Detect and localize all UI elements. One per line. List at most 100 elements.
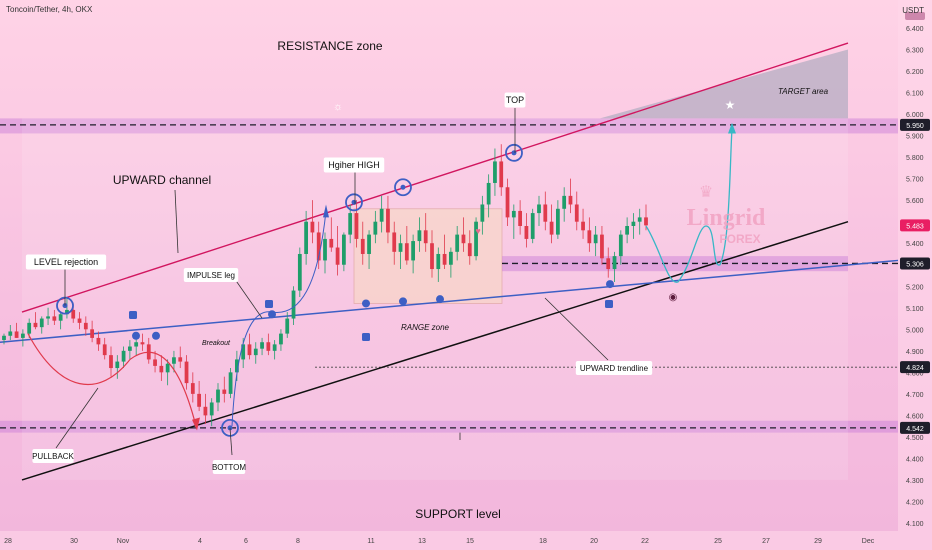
y-tick-label: 6.400 xyxy=(906,26,924,33)
top-label-box xyxy=(504,92,526,108)
candle-body xyxy=(562,195,567,209)
candle-body xyxy=(8,331,13,336)
candle-body xyxy=(241,344,246,360)
candle-body xyxy=(568,195,573,205)
axis-setting-icon xyxy=(905,12,925,20)
resistance-zone-label: RESISTANCE zone xyxy=(277,39,382,53)
candle-body xyxy=(203,406,208,416)
x-tick-label: 22 xyxy=(641,538,649,545)
signal-marker xyxy=(362,333,370,341)
candle-body xyxy=(71,309,76,319)
candle-body xyxy=(499,161,504,188)
price-badge-label: 4.824 xyxy=(906,365,924,372)
y-tick-label: 4.100 xyxy=(906,521,924,528)
candle-body xyxy=(65,309,69,315)
candle-body xyxy=(618,234,623,257)
trendline-dot xyxy=(606,280,614,289)
candle-body xyxy=(543,204,548,222)
price-badge-label: 5.950 xyxy=(906,123,924,130)
candle-body xyxy=(115,361,120,369)
support-zone-band xyxy=(0,420,898,433)
y-tick-label: 4.700 xyxy=(906,392,924,399)
upward-trendline xyxy=(0,259,899,343)
brand-watermark: Lingrid xyxy=(687,205,766,231)
candle-body xyxy=(90,329,95,338)
price-badge-label: 4.542 xyxy=(906,426,924,433)
candle-body xyxy=(360,238,365,254)
y-tick-label: 5.200 xyxy=(906,284,924,291)
signal-marker xyxy=(129,311,137,319)
y-tick-label: 5.900 xyxy=(906,134,924,141)
time-axis-panel xyxy=(0,531,898,550)
leader-line xyxy=(55,387,99,449)
candle-body xyxy=(404,243,409,261)
y-tick-label: 4.900 xyxy=(906,349,924,356)
projection-arrowhead xyxy=(728,122,736,134)
candle-body xyxy=(486,182,491,205)
candle-body xyxy=(46,316,50,319)
candle-body xyxy=(505,187,510,218)
candle-body xyxy=(33,322,38,328)
candle-body xyxy=(625,226,630,235)
candle-body xyxy=(442,253,447,265)
candle-body xyxy=(39,318,44,328)
candle-body xyxy=(27,322,32,334)
candle-body xyxy=(102,344,107,356)
touch-dot xyxy=(511,150,517,156)
y-tick-label: 6.200 xyxy=(906,69,924,76)
candle-body xyxy=(310,221,315,233)
candle-body xyxy=(474,221,478,257)
y-tick-label: 6.000 xyxy=(906,112,924,119)
trendline-dot xyxy=(132,331,140,340)
candle-body xyxy=(436,253,441,270)
impulse-leg-label-box xyxy=(183,268,239,282)
candle-body xyxy=(411,241,416,261)
candle-body xyxy=(272,344,277,351)
y-tick-label: 5.800 xyxy=(906,155,924,162)
y-tick-label: 4.500 xyxy=(906,435,924,442)
candle-body xyxy=(348,213,353,235)
candle-body xyxy=(285,318,290,334)
candle-body xyxy=(83,322,88,330)
candle-body xyxy=(153,359,157,366)
currency-label: USDT xyxy=(902,6,924,15)
candle-body xyxy=(329,238,334,248)
x-tick-label: 18 xyxy=(539,538,547,545)
candle-body xyxy=(367,234,371,254)
touch-dot xyxy=(400,184,406,190)
candle-body xyxy=(228,372,233,394)
y-tick-label: 5.100 xyxy=(906,306,924,313)
candle-body xyxy=(373,221,378,235)
pullback-label: PULLBACK xyxy=(32,452,74,461)
y-tick-label: 6.300 xyxy=(906,48,924,55)
pullback-label-box xyxy=(32,449,74,463)
touch-circle xyxy=(394,178,412,197)
price-badge xyxy=(900,219,930,232)
price-badge-label: 5.306 xyxy=(906,261,924,268)
candle-body xyxy=(398,243,403,252)
x-tick-label: 15 xyxy=(466,538,474,545)
channel-upper-line xyxy=(21,42,849,313)
candle-body xyxy=(600,234,604,259)
support-level-label: SUPPORT level xyxy=(415,507,501,521)
bottom-label-box xyxy=(212,460,246,474)
candle-body xyxy=(574,204,579,222)
x-tick-label: Nov xyxy=(117,538,130,545)
candle-body xyxy=(165,363,170,373)
candle-body xyxy=(518,210,523,226)
projection-path xyxy=(645,129,733,283)
candle-body xyxy=(461,234,466,244)
x-tick-label: 25 xyxy=(714,538,722,545)
candle-body xyxy=(209,402,214,416)
upward-channel-label: UPWARD channel xyxy=(113,173,211,187)
touch-circle xyxy=(221,418,239,437)
candle-body xyxy=(593,234,598,244)
candle-body xyxy=(58,314,63,321)
candle-body xyxy=(555,208,560,235)
resistance-zone-band xyxy=(0,118,898,134)
upward-trendline-label: UPWARD trendline xyxy=(580,364,649,373)
candle-body xyxy=(279,333,283,345)
range-zone-label: RANGE zone xyxy=(401,323,450,332)
